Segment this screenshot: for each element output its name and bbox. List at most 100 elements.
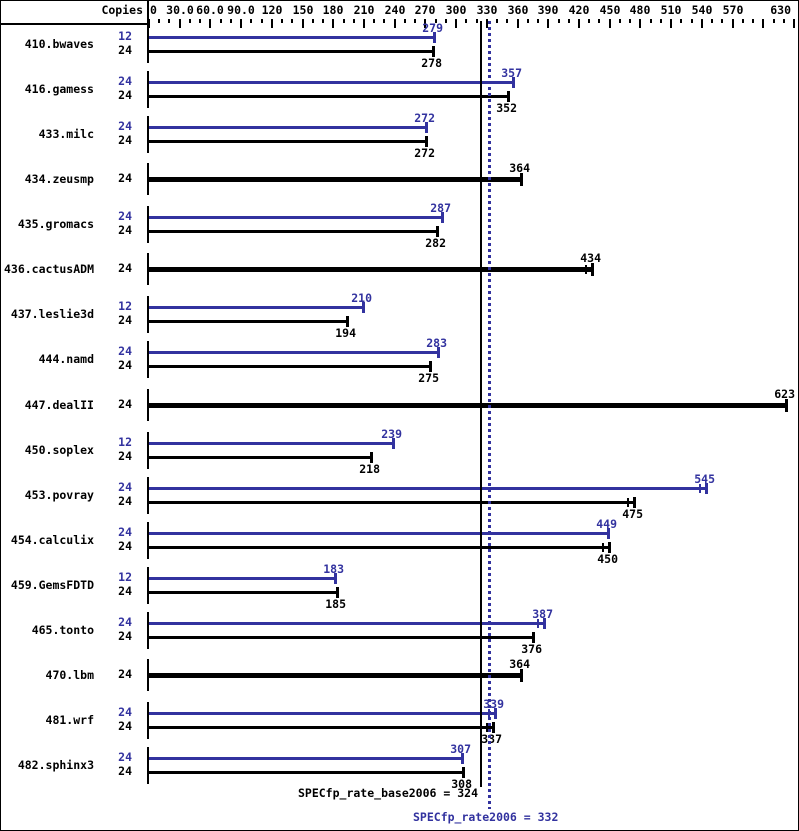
ref-line-peak bbox=[488, 21, 491, 809]
bar-value-label: 218 bbox=[359, 462, 380, 476]
row-axis-tick bbox=[147, 26, 149, 63]
bar-peak bbox=[149, 532, 609, 535]
benchmark-label: 434.zeusmp bbox=[24, 172, 94, 186]
copies-label: 24 bbox=[118, 719, 132, 733]
copies-label: 12 bbox=[118, 570, 132, 584]
bar-median-tick bbox=[627, 498, 629, 507]
copies-label: 24 bbox=[118, 750, 132, 764]
bar-end-cap bbox=[461, 753, 464, 764]
bar-base bbox=[149, 177, 522, 182]
bar-value-label: 194 bbox=[335, 326, 356, 340]
bar-value-label: 364 bbox=[509, 161, 530, 175]
axis-tick bbox=[322, 19, 324, 23]
row-axis-tick bbox=[147, 432, 149, 469]
copies-label: 24 bbox=[118, 74, 132, 88]
bar-base bbox=[149, 636, 534, 639]
bar-value-label: 185 bbox=[325, 597, 346, 611]
bar-value-label: 450 bbox=[597, 552, 618, 566]
bar-peak bbox=[149, 712, 496, 715]
axis-tick bbox=[312, 19, 314, 23]
axis-tick bbox=[220, 19, 222, 23]
bar-median-tick bbox=[585, 265, 587, 274]
copies-label: 12 bbox=[118, 299, 132, 313]
axis-tick bbox=[670, 19, 672, 28]
copies-label: 24 bbox=[118, 525, 132, 539]
benchmark-label: 437.leslie3d bbox=[10, 307, 94, 321]
axis-tick-label: 360 bbox=[507, 3, 529, 17]
bar-end-cap bbox=[633, 497, 636, 508]
axis-tick bbox=[435, 19, 437, 23]
row-axis-tick bbox=[147, 163, 149, 195]
axis-tick bbox=[711, 19, 713, 23]
axis-tick bbox=[762, 19, 764, 28]
benchmark-label: 410.bwaves bbox=[24, 37, 94, 51]
axis-tick bbox=[199, 19, 201, 23]
axis-tick-label: 150 bbox=[292, 3, 314, 17]
bar-peak bbox=[149, 81, 514, 84]
axis-tick-label: 210 bbox=[353, 3, 375, 17]
bar-median-tick bbox=[699, 484, 701, 493]
axis-tick-label: 330 bbox=[476, 3, 498, 17]
axis-tick bbox=[793, 19, 795, 28]
benchmark-label: 459.GemsFDTD bbox=[10, 578, 94, 592]
axis-tick bbox=[383, 19, 385, 23]
axis-tick bbox=[537, 19, 539, 23]
axis-tick-label: 630 bbox=[770, 3, 791, 17]
bar-peak bbox=[149, 757, 463, 760]
axis-tick bbox=[588, 19, 590, 23]
axis-tick bbox=[486, 19, 488, 28]
bar-end-cap bbox=[520, 173, 523, 186]
copies-header-underline bbox=[1, 23, 149, 25]
axis-tick bbox=[230, 19, 232, 23]
bar-base bbox=[149, 320, 348, 323]
bar-value-label: 239 bbox=[381, 427, 402, 441]
bar-base bbox=[149, 50, 434, 53]
bar-base bbox=[149, 403, 787, 408]
bar-base bbox=[149, 365, 431, 368]
bar-value-label: 449 bbox=[596, 517, 617, 531]
axis-tick bbox=[660, 19, 662, 23]
bar-value-label: 278 bbox=[421, 56, 442, 70]
axis-tick-label: 60.0 bbox=[196, 3, 224, 17]
bar-end-cap bbox=[362, 302, 365, 313]
bar-peak bbox=[149, 36, 435, 39]
bar-end-cap bbox=[607, 528, 610, 539]
axis-tick bbox=[629, 19, 631, 23]
axis-tick bbox=[547, 19, 549, 28]
axis-tick bbox=[404, 19, 406, 23]
axis-tick bbox=[148, 19, 150, 28]
copies-label: 24 bbox=[118, 43, 132, 57]
bar-peak bbox=[149, 577, 336, 580]
benchmark-label: 447.dealII bbox=[24, 398, 94, 412]
benchmark-label: 470.lbm bbox=[45, 668, 94, 682]
copies-label: 24 bbox=[118, 119, 132, 133]
bar-peak bbox=[149, 351, 439, 354]
axis-tick bbox=[721, 19, 723, 23]
axis-tick bbox=[680, 19, 682, 23]
bar-base bbox=[149, 591, 338, 594]
bar-peak bbox=[149, 622, 545, 625]
axis-tick-label: 90.0 bbox=[227, 3, 255, 17]
axis-tick bbox=[158, 19, 160, 23]
bar-value-label: 287 bbox=[430, 201, 451, 215]
bar-end-cap bbox=[437, 347, 440, 358]
benchmark-label: 436.cactusADM bbox=[3, 262, 94, 276]
bar-value-label: 279 bbox=[422, 21, 443, 35]
bar-end-cap bbox=[512, 77, 515, 88]
bar-base bbox=[149, 95, 509, 98]
bar-median-tick bbox=[486, 723, 488, 732]
axis-tick bbox=[527, 19, 529, 23]
copies-label: 24 bbox=[118, 764, 132, 778]
row-axis-tick bbox=[147, 389, 149, 421]
bar-peak bbox=[149, 126, 427, 129]
bar-base bbox=[149, 456, 372, 459]
bar-peak bbox=[149, 216, 443, 219]
bar-end-cap bbox=[425, 122, 428, 133]
row-axis-tick bbox=[147, 341, 149, 378]
bar-value-label: 275 bbox=[418, 371, 439, 385]
bar-value-label: 376 bbox=[521, 642, 542, 656]
row-axis-tick bbox=[147, 567, 149, 604]
bar-base bbox=[149, 546, 610, 549]
row-axis-tick bbox=[147, 71, 149, 108]
